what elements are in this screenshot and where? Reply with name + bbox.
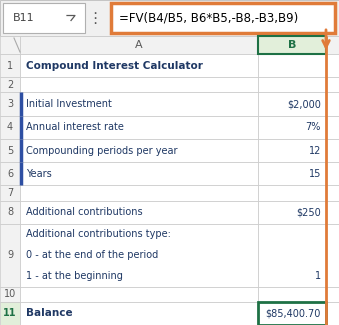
- Text: B: B: [288, 40, 296, 50]
- Bar: [326, 186, 339, 201]
- Bar: [326, 92, 339, 116]
- Bar: [0, 162, 20, 186]
- Text: 8: 8: [7, 207, 13, 217]
- Text: Compounding periods per year: Compounding periods per year: [26, 146, 178, 156]
- Bar: [258, 186, 326, 201]
- Text: Years: Years: [26, 169, 52, 179]
- Bar: [0, 287, 20, 302]
- Text: 2: 2: [7, 80, 13, 90]
- Bar: [0, 36, 20, 54]
- Bar: [20, 116, 258, 139]
- Text: =FV(B4/B5, B6*B5,-B8,-B3,B9): =FV(B4/B5, B6*B5,-B8,-B3,B9): [119, 11, 298, 24]
- Bar: [258, 139, 326, 162]
- Text: 9: 9: [7, 250, 13, 260]
- Bar: [0, 201, 20, 224]
- Text: 11: 11: [3, 308, 17, 318]
- Text: 5: 5: [7, 146, 13, 156]
- Text: Additional contributions: Additional contributions: [26, 207, 143, 217]
- Bar: [20, 224, 258, 287]
- Bar: [0, 92, 20, 116]
- Bar: [0, 186, 20, 201]
- Bar: [258, 77, 326, 92]
- Text: 1: 1: [315, 271, 321, 281]
- Bar: [258, 116, 326, 139]
- Bar: [20, 36, 258, 54]
- Bar: [0, 116, 20, 139]
- Bar: [326, 201, 339, 224]
- Bar: [326, 224, 339, 287]
- Bar: [111, 3, 335, 33]
- Bar: [20, 287, 258, 302]
- Bar: [258, 162, 326, 186]
- Text: Additional contributions type:: Additional contributions type:: [26, 229, 171, 239]
- Bar: [326, 54, 339, 77]
- Text: 1 - at the beginning: 1 - at the beginning: [26, 271, 123, 281]
- Bar: [20, 201, 258, 224]
- Bar: [258, 92, 326, 116]
- Text: Balance: Balance: [26, 308, 73, 318]
- Bar: [20, 92, 258, 116]
- Bar: [20, 77, 258, 92]
- Bar: [258, 36, 326, 54]
- Bar: [0, 302, 20, 325]
- Text: Initial Investment: Initial Investment: [26, 99, 112, 109]
- Text: Compound Interest Calculator: Compound Interest Calculator: [26, 61, 203, 71]
- Bar: [326, 139, 339, 162]
- Bar: [20, 162, 258, 186]
- Bar: [0, 0, 339, 36]
- Text: $85,400.70: $85,400.70: [266, 308, 321, 318]
- Bar: [258, 287, 326, 302]
- Text: 4: 4: [7, 122, 13, 132]
- Text: 7%: 7%: [306, 122, 321, 132]
- Bar: [258, 302, 326, 325]
- Text: 6: 6: [7, 169, 13, 179]
- Text: B11: B11: [13, 13, 35, 23]
- Bar: [20, 139, 258, 162]
- Bar: [326, 302, 339, 325]
- Text: 15: 15: [308, 169, 321, 179]
- Text: 3: 3: [7, 99, 13, 109]
- Text: $250: $250: [296, 207, 321, 217]
- Bar: [0, 224, 20, 287]
- Bar: [258, 201, 326, 224]
- Bar: [20, 302, 258, 325]
- Bar: [0, 139, 20, 162]
- Text: 0 - at the end of the period: 0 - at the end of the period: [26, 250, 158, 260]
- Text: ⋮: ⋮: [87, 10, 103, 25]
- Text: A: A: [135, 40, 143, 50]
- Bar: [258, 54, 326, 77]
- Bar: [0, 77, 20, 92]
- Text: Annual interest rate: Annual interest rate: [26, 122, 124, 132]
- Text: 7: 7: [7, 188, 13, 198]
- Bar: [258, 224, 326, 287]
- Bar: [326, 287, 339, 302]
- Bar: [3, 3, 85, 33]
- Bar: [20, 186, 258, 201]
- Bar: [326, 77, 339, 92]
- Bar: [326, 162, 339, 186]
- Bar: [20, 54, 258, 77]
- Text: $2,000: $2,000: [287, 99, 321, 109]
- Bar: [326, 36, 339, 54]
- Text: 1: 1: [7, 61, 13, 71]
- Text: 12: 12: [308, 146, 321, 156]
- Text: 10: 10: [4, 289, 16, 299]
- Bar: [326, 116, 339, 139]
- Bar: [0, 54, 20, 77]
